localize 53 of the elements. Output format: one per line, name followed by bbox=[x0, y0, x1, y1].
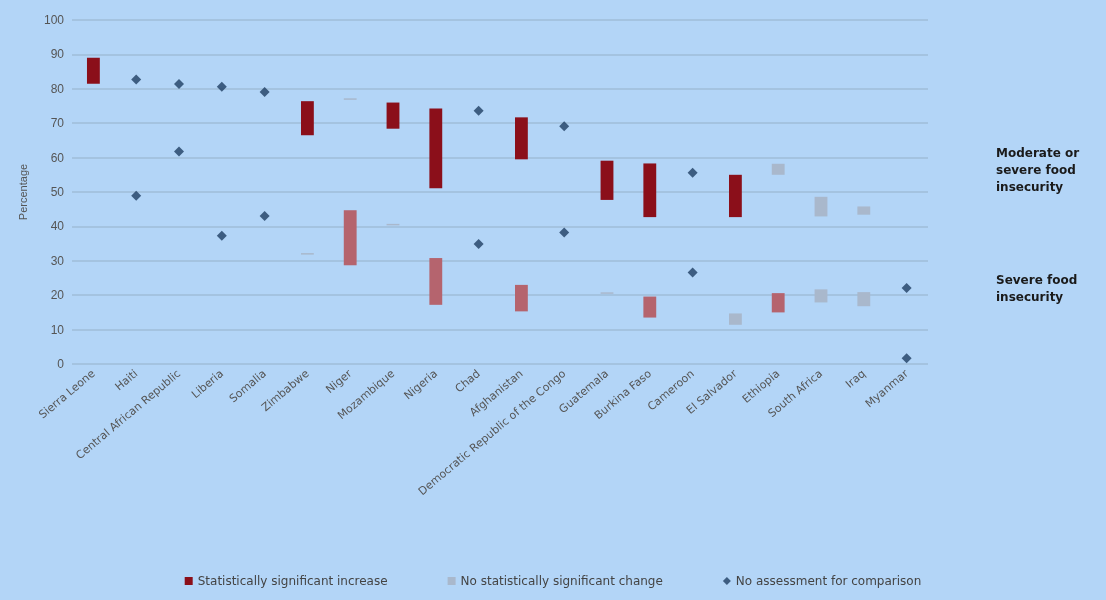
point bbox=[901, 353, 912, 364]
y-axis-title: Percentage bbox=[16, 163, 29, 221]
y-tick-label: 90 bbox=[50, 47, 65, 62]
point bbox=[687, 267, 698, 278]
y-tick-label: 100 bbox=[43, 13, 65, 27]
bar bbox=[514, 284, 528, 312]
y-tick-label: 30 bbox=[50, 253, 65, 268]
bar bbox=[771, 163, 785, 175]
bar bbox=[643, 163, 657, 218]
y-tick-label: 60 bbox=[50, 150, 65, 165]
y-tick-label: 80 bbox=[50, 81, 65, 96]
point bbox=[216, 81, 227, 92]
point bbox=[216, 230, 227, 241]
point bbox=[131, 74, 142, 85]
bar bbox=[86, 57, 100, 84]
point bbox=[174, 146, 184, 157]
point bbox=[131, 190, 142, 201]
x-tick-label: Iraq bbox=[843, 367, 868, 391]
legend-label: No statistically significant change bbox=[460, 574, 663, 588]
text: Severe food insecurity bbox=[996, 273, 1082, 305]
bar bbox=[814, 196, 828, 217]
bar bbox=[429, 258, 443, 305]
bar bbox=[643, 296, 657, 318]
bar bbox=[857, 292, 871, 307]
point bbox=[473, 238, 484, 249]
bar bbox=[728, 174, 742, 218]
point bbox=[559, 121, 570, 132]
point bbox=[559, 227, 570, 238]
point bbox=[473, 105, 484, 116]
y-tick-label: 50 bbox=[50, 185, 65, 199]
point bbox=[687, 167, 698, 178]
bar bbox=[728, 313, 742, 325]
point bbox=[259, 211, 270, 222]
y-tick-label: 10 bbox=[50, 322, 65, 337]
bar bbox=[771, 293, 785, 313]
bar bbox=[857, 206, 871, 215]
bar bbox=[514, 117, 528, 160]
text: Moderate or severe food insecurity bbox=[996, 145, 1084, 194]
bar bbox=[386, 102, 400, 129]
point bbox=[259, 86, 270, 97]
point bbox=[901, 282, 912, 293]
y-tick-label: 20 bbox=[50, 288, 65, 303]
legend-label: No assessment for comparison bbox=[735, 574, 922, 588]
y-tick-label: 0 bbox=[57, 357, 65, 371]
bar bbox=[600, 160, 614, 200]
y-tick-label: 70 bbox=[50, 116, 65, 131]
legend-label: Statistically significant increase bbox=[197, 574, 388, 588]
bar bbox=[814, 289, 828, 303]
bar bbox=[300, 101, 314, 136]
point bbox=[174, 78, 184, 89]
bar bbox=[429, 108, 443, 189]
bar bbox=[343, 210, 357, 266]
y-tick-label: 40 bbox=[50, 219, 65, 234]
